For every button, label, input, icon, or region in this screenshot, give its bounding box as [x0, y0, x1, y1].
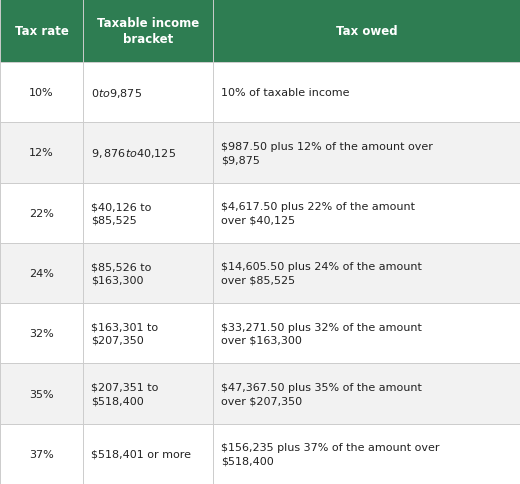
Text: 32%: 32%: [29, 329, 54, 339]
Bar: [0, 0, 520, 63]
Bar: [0, 303, 520, 363]
Text: 10% of taxable income: 10% of taxable income: [221, 88, 349, 98]
Text: $47,367.50 plus 35% of the amount
over $207,350: $47,367.50 plus 35% of the amount over $…: [221, 382, 422, 405]
Text: Tax rate: Tax rate: [15, 25, 69, 38]
Text: $156,235 plus 37% of the amount over
$518,400: $156,235 plus 37% of the amount over $51…: [221, 442, 439, 466]
Text: 22%: 22%: [29, 208, 54, 218]
Text: 37%: 37%: [29, 449, 54, 459]
Text: 24%: 24%: [29, 269, 54, 278]
Bar: [0, 243, 520, 303]
Text: 35%: 35%: [29, 389, 54, 399]
Text: $85,526 to
$163,300: $85,526 to $163,300: [91, 262, 151, 285]
Text: $9,876 to $40,125: $9,876 to $40,125: [91, 147, 176, 160]
Bar: [0, 123, 520, 183]
Bar: [0, 363, 520, 424]
Text: 12%: 12%: [29, 148, 54, 158]
Text: $207,351 to
$518,400: $207,351 to $518,400: [91, 382, 159, 405]
Text: $33,271.50 plus 32% of the amount
over $163,300: $33,271.50 plus 32% of the amount over $…: [221, 322, 422, 345]
Text: Taxable income
bracket: Taxable income bracket: [97, 17, 199, 46]
Text: Tax owed: Tax owed: [336, 25, 397, 38]
Text: $163,301 to
$207,350: $163,301 to $207,350: [91, 322, 158, 345]
Text: 10%: 10%: [29, 88, 54, 98]
Bar: [0, 63, 520, 123]
Text: $518,401 or more: $518,401 or more: [91, 449, 191, 459]
Text: $987.50 plus 12% of the amount over
$9,875: $987.50 plus 12% of the amount over $9,8…: [221, 142, 433, 165]
Text: $40,126 to
$85,525: $40,126 to $85,525: [91, 202, 151, 225]
Bar: [0, 424, 520, 484]
Text: $14,605.50 plus 24% of the amount
over $85,525: $14,605.50 plus 24% of the amount over $…: [221, 262, 422, 285]
Bar: [0, 183, 520, 243]
Text: $0 to $9,875: $0 to $9,875: [91, 87, 142, 100]
Text: $4,617.50 plus 22% of the amount
over $40,125: $4,617.50 plus 22% of the amount over $4…: [221, 202, 415, 225]
